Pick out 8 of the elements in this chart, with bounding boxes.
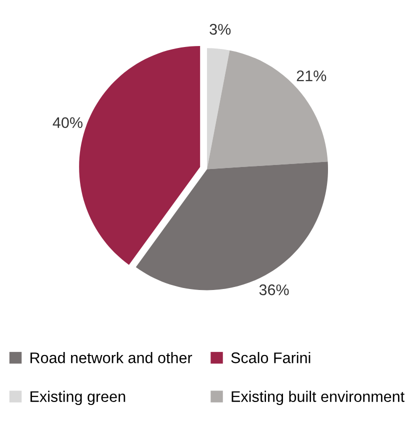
data-label: 40% (52, 117, 82, 128)
data-label: 36% (259, 284, 289, 296)
legend-label: Existing green (30, 390, 126, 406)
data-label: 3% (210, 24, 231, 35)
legend-label: Scalo Farini (231, 352, 310, 364)
data-label: 21% (296, 70, 326, 82)
legend-label: Existing built environment (232, 390, 404, 406)
legend-label: Road network and other (30, 352, 192, 364)
